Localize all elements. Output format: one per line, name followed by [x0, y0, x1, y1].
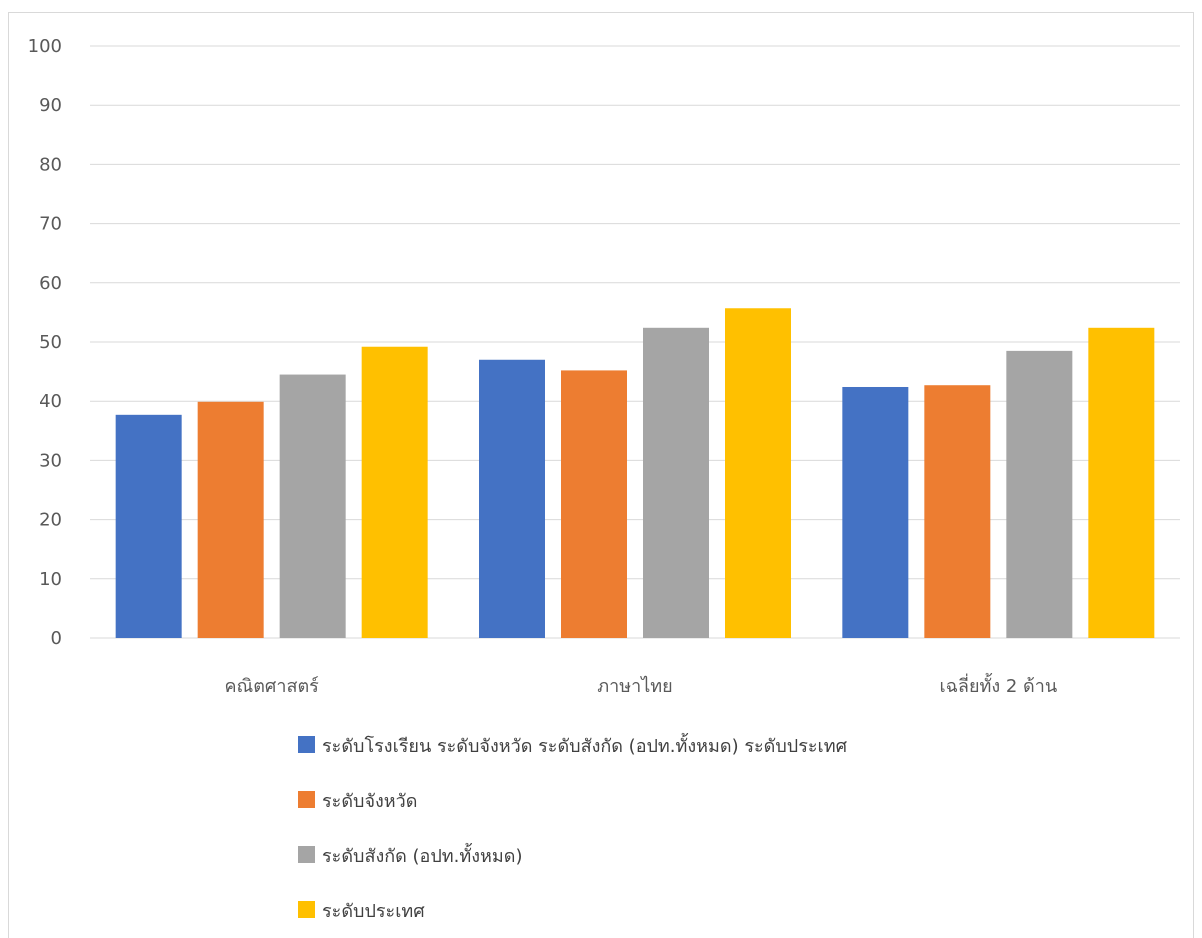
y-tick-label: 20 [39, 510, 62, 531]
y-tick-label: 80 [39, 154, 62, 175]
y-tick-label: 90 [39, 95, 62, 116]
y-tick-label: 0 [51, 628, 62, 649]
legend-swatch [298, 846, 315, 863]
gridlines [90, 45, 1180, 639]
legend-label: ระดับประเทศ [322, 901, 425, 922]
y-tick-label: 10 [39, 569, 62, 590]
legend-label: ระดับจังหวัด [322, 791, 417, 812]
legend: ระดับโรงเรียน ระดับจังหวัด ระดับสังกัด (… [298, 733, 848, 922]
bar-3-2 [643, 327, 709, 638]
legend-swatch [298, 901, 315, 918]
legend-label: ระดับโรงเรียน ระดับจังหวัด ระดับสังกัด (… [322, 733, 848, 757]
x-category-label: เฉลี่ยทั้ง 2 ด้าน [940, 673, 1058, 697]
bar-1-3 [842, 386, 909, 638]
y-tick-label: 40 [39, 391, 62, 412]
y-tick-label: 60 [39, 273, 62, 294]
y-tick-label: 100 [28, 36, 62, 57]
bars [115, 308, 1155, 638]
y-tick-label: 50 [39, 332, 62, 353]
legend-label: ระดับสังกัด (อปท.ทั้งหมด) [322, 843, 522, 867]
bar-2-3 [924, 385, 991, 638]
bar-1-2 [479, 359, 545, 638]
bar-2-2 [561, 370, 627, 638]
legend-swatch [298, 791, 315, 808]
bar-4-1 [361, 346, 428, 638]
bar-3-1 [279, 374, 346, 638]
bar-4-3 [1088, 327, 1155, 638]
y-axis-ticks: 0 10 20 30 40 50 60 70 80 90 100 [28, 36, 62, 649]
x-category-label: คณิตศาสตร์ [225, 676, 320, 697]
bar-4-2 [725, 308, 791, 638]
y-tick-label: 30 [39, 450, 62, 471]
bar-1-1 [115, 414, 182, 638]
bar-2-1 [197, 401, 264, 638]
x-category-label: ภาษาไทย [597, 675, 672, 697]
y-tick-label: 70 [39, 214, 62, 235]
bar-3-3 [1006, 350, 1073, 638]
legend-swatch [298, 736, 315, 753]
x-axis-categories: คณิตศาสตร์ ภาษาไทย เฉลี่ยทั้ง 2 ด้าน [225, 673, 1058, 697]
